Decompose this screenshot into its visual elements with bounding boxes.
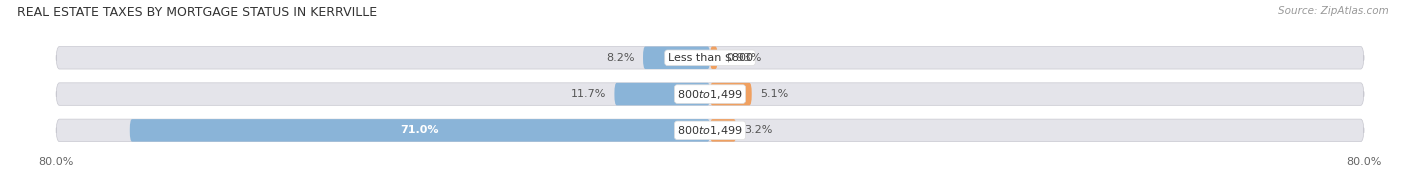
Text: $800 to $1,499: $800 to $1,499 [678, 88, 742, 101]
FancyBboxPatch shape [56, 83, 1364, 105]
FancyBboxPatch shape [643, 46, 710, 69]
Text: 11.7%: 11.7% [571, 89, 606, 99]
FancyBboxPatch shape [710, 46, 717, 69]
FancyBboxPatch shape [56, 46, 1364, 69]
Text: Source: ZipAtlas.com: Source: ZipAtlas.com [1278, 6, 1389, 16]
FancyBboxPatch shape [710, 119, 737, 142]
FancyBboxPatch shape [614, 83, 710, 105]
Text: 3.2%: 3.2% [744, 125, 773, 135]
Text: 0.93%: 0.93% [725, 53, 761, 63]
Text: REAL ESTATE TAXES BY MORTGAGE STATUS IN KERRVILLE: REAL ESTATE TAXES BY MORTGAGE STATUS IN … [17, 6, 377, 19]
Legend: Without Mortgage, With Mortgage: Without Mortgage, With Mortgage [593, 193, 827, 196]
FancyBboxPatch shape [56, 119, 1364, 142]
Text: Less than $800: Less than $800 [668, 53, 752, 63]
Text: 8.2%: 8.2% [606, 53, 636, 63]
FancyBboxPatch shape [129, 119, 710, 142]
Text: $800 to $1,499: $800 to $1,499 [678, 124, 742, 137]
Text: 5.1%: 5.1% [759, 89, 789, 99]
FancyBboxPatch shape [710, 83, 752, 105]
Text: 71.0%: 71.0% [401, 125, 439, 135]
